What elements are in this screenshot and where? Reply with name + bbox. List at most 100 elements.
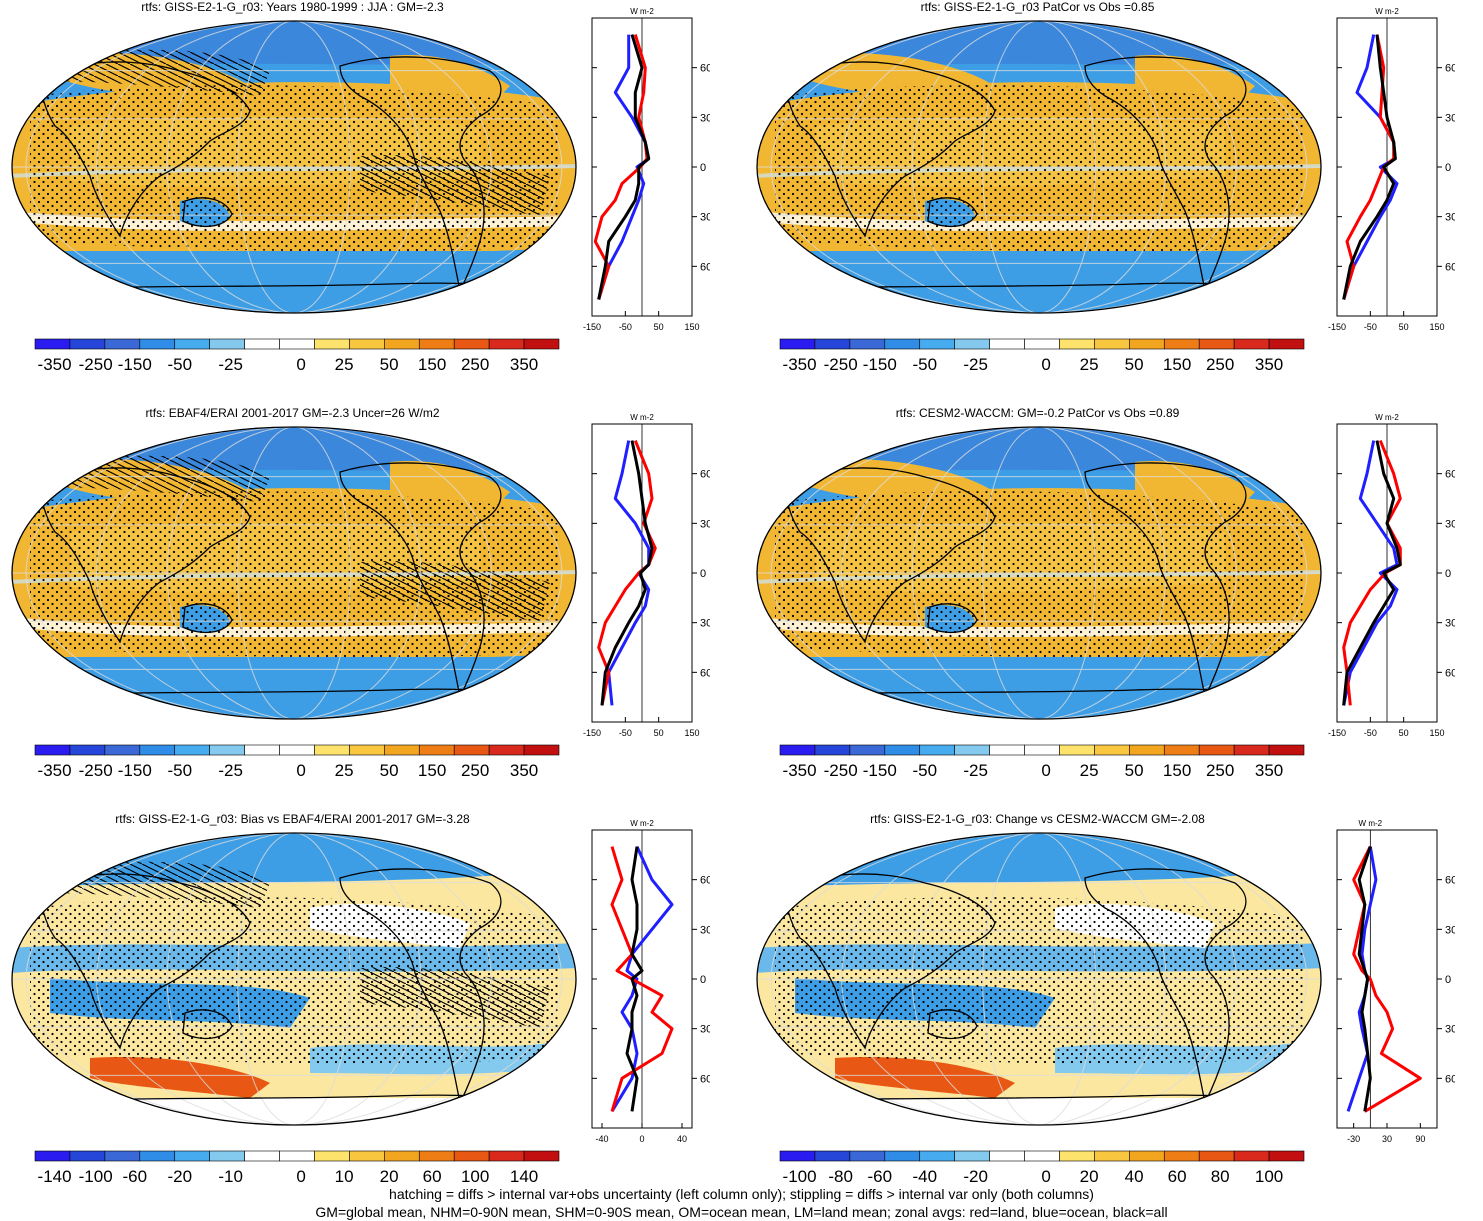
x-tick-label: 40	[677, 1134, 687, 1144]
world-map	[11, 832, 577, 1126]
x-tick-label: 150	[1429, 728, 1444, 738]
colorbar-swatch	[1163, 338, 1200, 350]
colorbar-swatch	[139, 744, 176, 756]
colorbar-swatch	[279, 1150, 315, 1162]
colorbar: -350 -250 -150 -50 -25 0 25 50 150 250 350	[779, 338, 1305, 374]
x-tick-label: 150	[1429, 322, 1444, 332]
stippling-overlay	[775, 85, 1305, 252]
colorbar-label: -150	[118, 761, 152, 780]
colorbar-swatch	[209, 338, 245, 350]
panel-observations: rtfs: EBAF4/ERAI 2001-2017 GM=-2.3 Uncer…	[0, 406, 740, 811]
colorbar-label: -20	[167, 1167, 192, 1186]
colorbar-swatch	[814, 744, 851, 756]
footer-line-2: GM=global mean, NHM=0-90N mean, SHM=0-90…	[315, 1204, 1168, 1220]
colorbar-swatch	[314, 338, 350, 350]
panel-cesm2-waccm: rtfs: CESM2-WACCM: GM=-0.2 PatCor vs Obs…	[745, 406, 1483, 811]
colorbar-swatch	[104, 744, 141, 756]
world-map	[756, 20, 1322, 314]
colorbar-label: -250	[824, 355, 858, 374]
zonal-line-all	[625, 846, 644, 1112]
colorbar-label: 50	[380, 355, 399, 374]
zonal-units: W m-2	[1375, 413, 1399, 422]
lat-label: 0	[1445, 974, 1451, 986]
colorbar-label: 250	[461, 355, 489, 374]
colorbar-label: 40	[1125, 1167, 1144, 1186]
stippling-overlay	[775, 491, 1305, 658]
graticule	[12, 21, 576, 313]
colorbar-swatch	[1059, 1150, 1095, 1162]
colorbar-label: -100	[783, 1167, 817, 1186]
colorbar-label: 25	[335, 761, 354, 780]
southern-ocean-region	[757, 251, 1321, 313]
colorbar-swatch	[523, 744, 560, 756]
colorbar-label: -25	[218, 355, 243, 374]
colorbar-swatch	[954, 1150, 990, 1162]
zonal-line-land	[1352, 845, 1422, 1113]
lat-label: 60S	[1445, 1073, 1455, 1085]
colorbar-swatch	[989, 1150, 1025, 1162]
colorbar-label: 0	[1041, 1167, 1050, 1186]
zonal-mean-plot: W m-2 60N 30N 0 30S 60S -150 -50 50 150	[583, 413, 710, 738]
colorbar-label: -250	[824, 761, 858, 780]
lat-label: 0	[700, 162, 706, 174]
colorbar-swatch	[1233, 338, 1270, 350]
lat-label: 60S	[700, 261, 710, 273]
colorbar-swatch	[884, 744, 921, 756]
colorbar-swatch	[69, 1150, 106, 1162]
colorbar-swatch	[1233, 744, 1270, 756]
colorbar-label: 350	[1255, 761, 1283, 780]
colorbar-label: -20	[963, 1167, 988, 1186]
lat-label: 30N	[700, 518, 710, 530]
colorbar-swatch	[1129, 744, 1165, 756]
lat-label: 60N	[700, 469, 710, 481]
lat-label: 30S	[1445, 618, 1455, 630]
colorbar-label: 0	[296, 355, 305, 374]
colorbar-label: 100	[461, 1167, 489, 1186]
zonal-mean-plot: W m-2 60N 30N 0 30S 60S -40 0 40	[591, 819, 710, 1144]
zonal-line-ocean	[610, 845, 674, 1113]
colorbar-swatch	[779, 744, 816, 756]
zonal-units: W m-2	[1375, 7, 1399, 16]
colorbar-swatch	[418, 744, 455, 756]
southern-ocean-region	[12, 657, 576, 719]
zonal-mean-plot: W m-2 60N 30N 0 30S 60S -30 30 90	[1336, 819, 1455, 1144]
graticule	[757, 21, 1321, 313]
lat-label: 0	[1445, 568, 1451, 580]
colorbar-swatch	[174, 1150, 210, 1162]
x-tick-label: -50	[1364, 322, 1377, 332]
x-tick-label: 150	[684, 728, 699, 738]
colorbar-label: -350	[38, 355, 72, 374]
colorbar-swatch	[884, 338, 921, 350]
colorbar-label: -25	[218, 761, 243, 780]
colorbar-swatch	[1059, 338, 1095, 350]
x-tick-label: 0	[639, 1134, 644, 1144]
world-map	[11, 20, 577, 314]
colorbar-label: 25	[1080, 761, 1099, 780]
zonal-mean-plot: W m-2 60N 30N 0 30S 60S -150 -50 50 150	[1328, 413, 1455, 738]
stippling-overlay	[30, 897, 560, 1064]
map-border	[11, 832, 577, 1126]
antarctica-region	[12, 1098, 576, 1125]
zonal-units: W m-2	[630, 819, 654, 828]
colorbar-swatch	[209, 744, 245, 756]
stippling-overlay	[30, 85, 560, 252]
colorbar-label: -80	[828, 1167, 853, 1186]
hatching-overlay	[360, 561, 550, 622]
colorbar-swatch	[884, 1150, 921, 1162]
zonal-units: W m-2	[630, 7, 654, 16]
map-border	[756, 832, 1322, 1126]
panel-bias-vs-obs: rtfs: GISS-E2-1-G_r03: Bias vs EBAF4/ERA…	[0, 812, 740, 1217]
x-tick-label: 50	[1399, 322, 1409, 332]
colorbar-swatch	[523, 1150, 560, 1162]
colorbar-swatch	[1163, 744, 1200, 756]
colorbar-swatch	[523, 338, 560, 350]
colorbar-label: 25	[335, 355, 354, 374]
x-tick-label: -30	[1347, 1134, 1360, 1144]
colorbar-swatch	[919, 338, 955, 350]
colorbar-label: -10	[218, 1167, 243, 1186]
colorbar-swatch	[919, 1150, 955, 1162]
world-map	[756, 832, 1322, 1126]
colorbar-label: -100	[79, 1167, 113, 1186]
colorbar-swatch	[174, 744, 210, 756]
colorbar-swatch	[1094, 1150, 1130, 1162]
